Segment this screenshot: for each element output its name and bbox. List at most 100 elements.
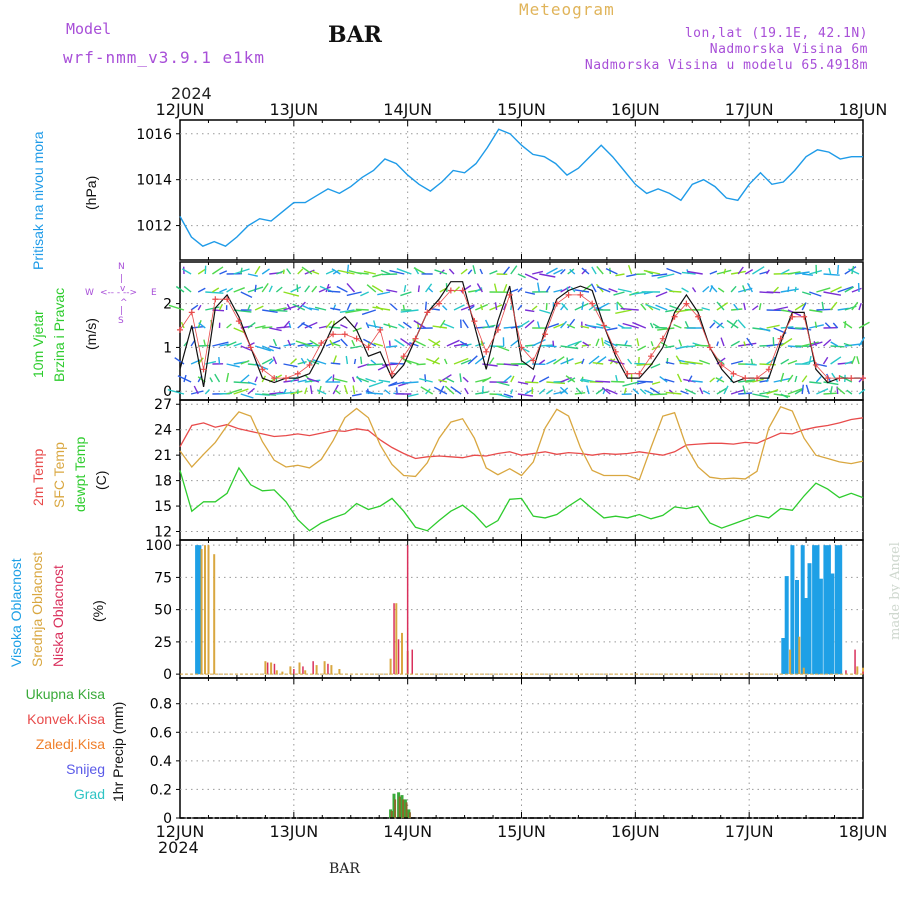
- wind-arrow: [608, 288, 618, 293]
- wind-arrow: [813, 340, 818, 347]
- wind-arrow: [290, 286, 302, 293]
- mid-cloud-bar: [856, 666, 859, 675]
- wind-arrow: [226, 388, 243, 395]
- wind-arrow: [684, 388, 696, 395]
- wind-arrow: [300, 357, 306, 365]
- wind-arrow: [378, 379, 391, 383]
- wind-arrow: [654, 326, 668, 329]
- wind-arrow: [830, 356, 842, 365]
- mid-cloud-bar: [298, 662, 301, 675]
- wind-arrow: [306, 377, 320, 383]
- wind-arrow: [352, 327, 362, 332]
- wind-arrow: [275, 286, 283, 293]
- wind-arrow: [702, 285, 710, 293]
- total-precip-bar: [407, 809, 411, 818]
- wind-arrow: [856, 356, 860, 365]
- wind-arrow: [538, 359, 546, 365]
- wind-arrow: [355, 308, 369, 311]
- ytick-label: 27: [154, 397, 172, 413]
- wind-arrow: [816, 388, 829, 395]
- wind-arrow: [613, 291, 625, 296]
- wind-arrow: [400, 291, 412, 297]
- wind-arrow: [681, 271, 696, 275]
- wind-arrow: [605, 267, 618, 275]
- wind-arrow: [766, 324, 780, 329]
- convective-precip-bar: [405, 802, 408, 818]
- mid-cloud-bar: [270, 662, 273, 675]
- wind-arrow: [723, 385, 729, 395]
- wind-arrow: [649, 387, 661, 395]
- wind-arrow: [546, 345, 557, 348]
- wind-arrow: [590, 283, 597, 293]
- wind-arrow: [503, 283, 508, 293]
- low-cloud-bar: [845, 670, 847, 675]
- wind-arrow: [292, 303, 306, 311]
- low-cloud-bar: [273, 663, 276, 675]
- wind-arrow: [301, 322, 313, 329]
- wind-arrow: [445, 377, 455, 383]
- wind-arrow: [218, 303, 224, 311]
- wind-arrow: [301, 266, 313, 275]
- wind-arrow: [730, 389, 745, 395]
- wind-arrow: [858, 388, 866, 395]
- legend-freezing-precip: Zaledj.Kisa: [35, 736, 105, 752]
- wind-gust-mark: [177, 326, 183, 333]
- wind-arrow: [596, 286, 611, 293]
- wind-arrow: [643, 269, 661, 275]
- wind-arrow: [198, 322, 206, 329]
- wind-arrow: [240, 393, 254, 399]
- wind-arrow: [205, 291, 224, 294]
- wind-arrow: [203, 339, 206, 347]
- wind-arrow: [801, 302, 807, 311]
- wind-arrow: [637, 380, 653, 383]
- wind-arrow: [174, 357, 185, 365]
- wind-arrow: [510, 389, 514, 395]
- wind-arrow: [424, 301, 427, 311]
- wind-arrow: [844, 286, 855, 293]
- wind-arrow: [212, 309, 225, 312]
- wind-arrow: [615, 309, 632, 314]
- wind-arrow: [678, 339, 683, 347]
- wind-arrow: [345, 309, 362, 314]
- wind-arrow: [446, 339, 460, 347]
- wind-arrow: [489, 270, 498, 275]
- wind-arrow: [805, 384, 810, 395]
- wind-arrow: [481, 385, 484, 395]
- wind-arrow: [306, 358, 313, 365]
- wind-arrow: [546, 323, 560, 329]
- wind-arrow: [212, 266, 224, 275]
- mid-cloud-bar: [200, 549, 203, 675]
- wind-arrow: [388, 340, 391, 347]
- wind-arrow: [651, 381, 661, 385]
- wind-arrow: [297, 361, 307, 365]
- mid-cloud-bar: [401, 632, 403, 675]
- mid-cloud-bar: [281, 671, 284, 675]
- wind-arrow: [370, 359, 377, 365]
- wind-arrow: [433, 386, 448, 395]
- wind-arrow: [699, 387, 704, 395]
- wind-arrow: [737, 266, 744, 275]
- mid-cloud-bar: [862, 667, 864, 675]
- wind-arrow: [459, 340, 469, 347]
- wind-arrow: [340, 324, 348, 329]
- wind-arrow: [197, 304, 202, 311]
- wind-arrow: [400, 338, 412, 347]
- high-cloud-bar: [826, 545, 831, 675]
- wind-arrow: [350, 345, 362, 349]
- wind-arrow: [247, 304, 251, 311]
- pressure-line: [179, 128, 863, 248]
- wind-arrow: [318, 385, 322, 395]
- total-precip-bar: [400, 795, 404, 818]
- wind-arrow: [346, 291, 362, 297]
- wind-arrow: [579, 379, 590, 383]
- wind-arrow: [254, 376, 258, 383]
- wind-arrow: [328, 326, 341, 329]
- wind-arrow: [356, 376, 369, 383]
- mid-cloud-bar: [289, 666, 292, 675]
- xtick-label-top: 12JUN: [156, 100, 205, 119]
- wind-arrow: [742, 285, 746, 293]
- wind-arrow: [574, 360, 584, 365]
- wind-arrow: [332, 384, 339, 395]
- wind-arrow: [531, 305, 538, 311]
- wind-arrow: [503, 375, 512, 383]
